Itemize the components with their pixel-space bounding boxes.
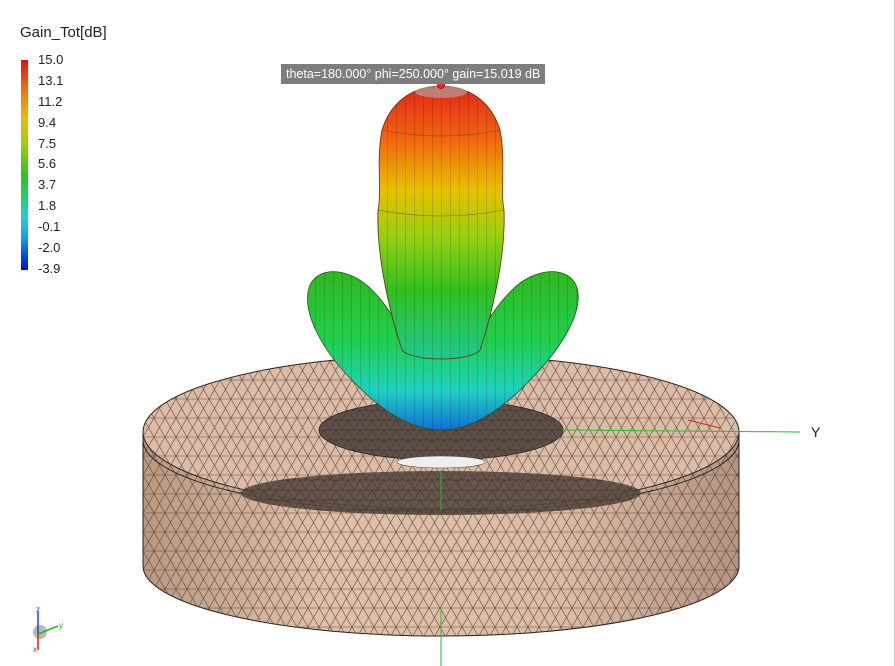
main-lobe	[377, 85, 505, 360]
gain-colorbar	[21, 60, 28, 270]
colorbar-tick: 13.1	[38, 72, 64, 88]
colorbar-ticks: 15.0 13.1 11.2 9.4 7.5 5.6 3.7 1.8 -0.1 …	[38, 52, 63, 282]
svg-text:z: z	[36, 605, 40, 614]
svg-text:y: y	[59, 621, 63, 630]
colorbar-tick: 15.0	[38, 52, 64, 67]
side-lobes	[307, 271, 579, 431]
scene-axes	[440, 419, 801, 666]
legend-title: Gain_Tot[dB]	[20, 24, 107, 41]
orientation-triad-icon[interactable]: z y x	[24, 604, 74, 654]
colorbar-tick: -2.0	[38, 240, 61, 256]
colorbar-tick: 11.2	[38, 93, 63, 109]
colorbar-tick: -0.1	[38, 219, 61, 235]
colorbar-tick: 3.7	[38, 177, 57, 193]
svg-text:x: x	[33, 645, 37, 654]
colorbar-tick: 5.6	[38, 156, 57, 172]
colorbar-tick: 1.8	[38, 198, 57, 214]
colorbar-tick: -3.9	[38, 260, 61, 276]
probe-tooltip: theta=180.000° phi=250.000° gain=15.019 …	[281, 64, 546, 84]
colorbar-tick: 9.4	[38, 114, 57, 130]
y-axis-label: Y	[811, 424, 821, 440]
colorbar-tick: 7.5	[38, 135, 57, 151]
